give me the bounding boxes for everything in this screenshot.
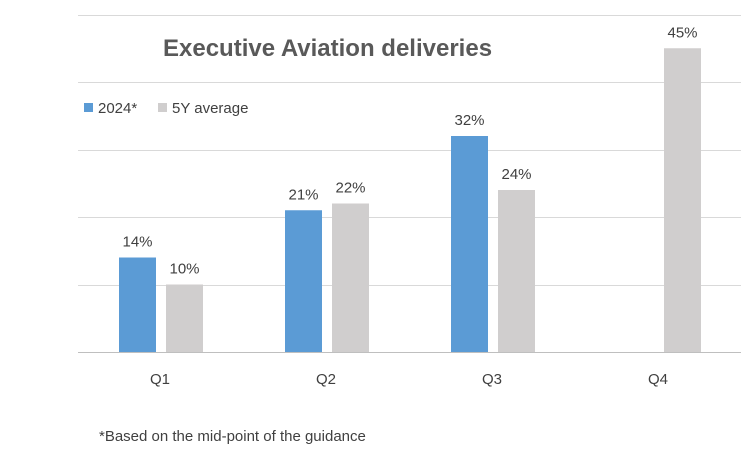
data-labels: 14% 21% 32% 10% 22% 24% 45%	[122, 24, 697, 277]
data-label: 21%	[288, 186, 318, 203]
legend-label: 2024*	[98, 100, 137, 117]
legend: 2024* 5Y average	[84, 100, 248, 117]
bar-2024-q2	[285, 210, 322, 352]
bar-5y-average-q3	[498, 190, 535, 352]
data-label: 22%	[335, 180, 365, 197]
bar-2024-q1	[119, 257, 156, 352]
legend-swatch	[84, 103, 93, 112]
bars	[119, 48, 701, 352]
bar-5y-average-q4	[664, 48, 701, 352]
data-label: 32%	[454, 112, 484, 129]
x-tick-label: Q3	[482, 371, 502, 388]
data-label: 24%	[501, 166, 531, 183]
bar-5y-average-q1	[166, 284, 203, 352]
legend-swatch	[158, 103, 167, 112]
data-label: 10%	[169, 261, 199, 278]
chart-title: Executive Aviation deliveries	[163, 35, 492, 62]
legend-label: 5Y average	[172, 100, 248, 117]
x-tick-label: Q1	[150, 371, 170, 388]
data-label: 14%	[122, 234, 152, 251]
bar-5y-average-q2	[332, 203, 369, 352]
x-axis-tick-labels: Q1 Q2 Q3 Q4	[150, 371, 668, 388]
x-tick-label: Q4	[648, 371, 668, 388]
footnote: *Based on the mid-point of the guidance	[99, 428, 366, 445]
bar-2024-q3	[451, 136, 488, 352]
data-label: 45%	[667, 24, 697, 41]
x-tick-label: Q2	[316, 371, 336, 388]
